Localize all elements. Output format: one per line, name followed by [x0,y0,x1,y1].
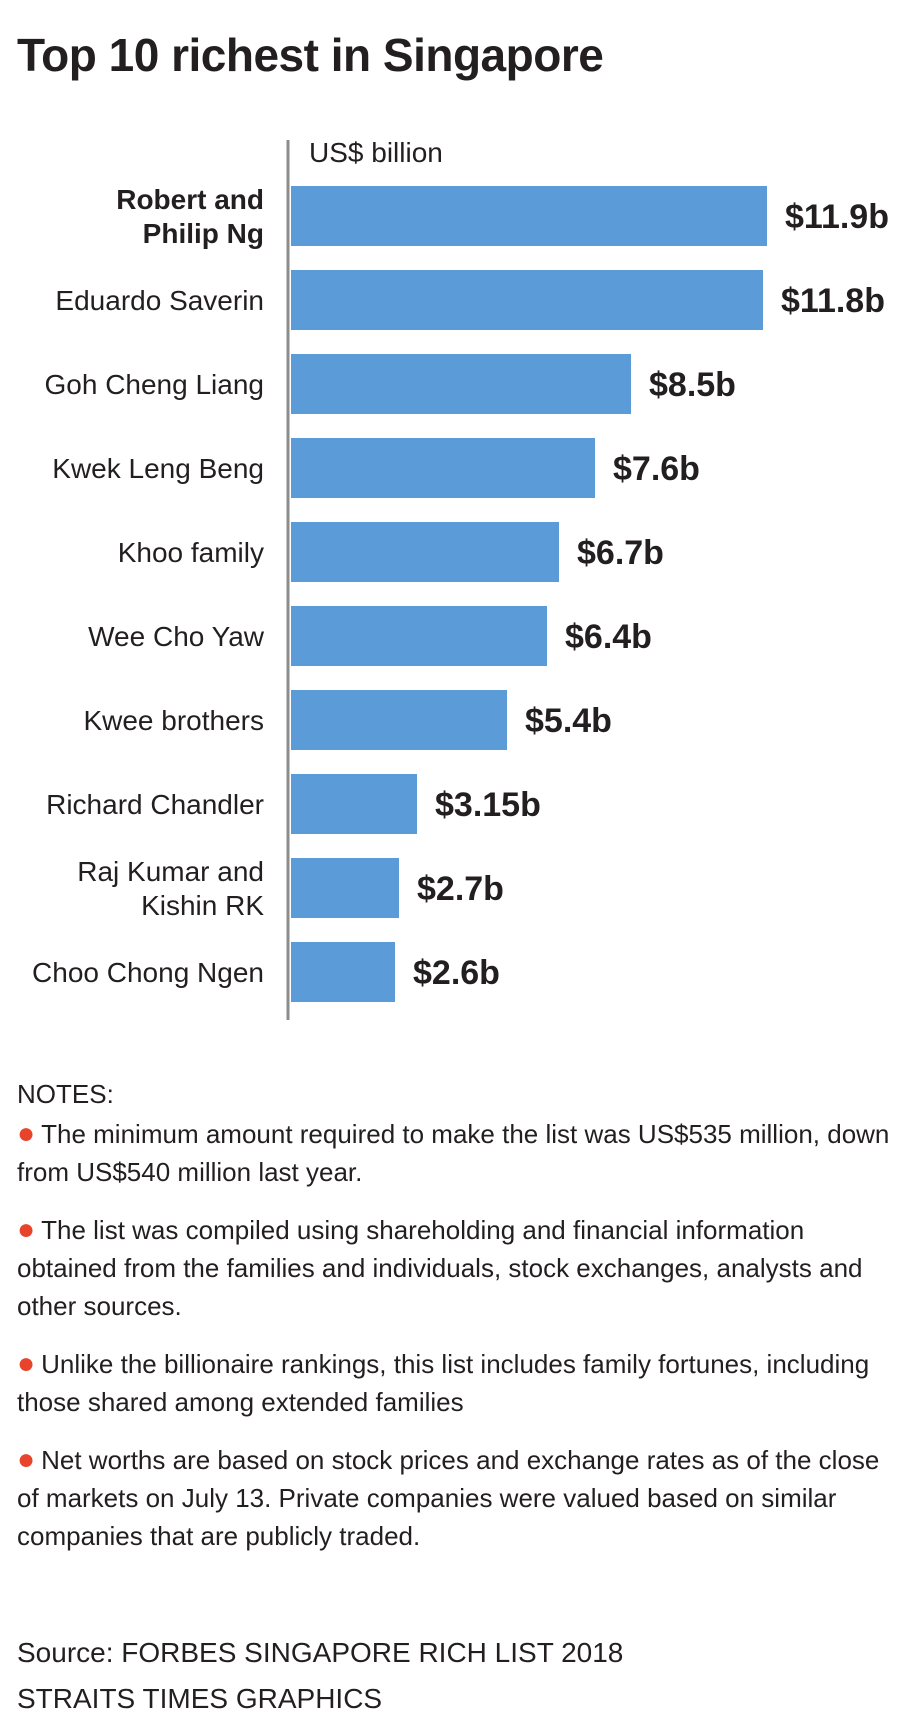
note-item: ● The minimum amount required to make the… [17,1115,907,1191]
note-text: Unlike the billionaire rankings, this li… [17,1349,870,1417]
value-label: $11.8b [781,282,885,320]
bar [291,942,395,1002]
note-text: The list was compiled using shareholding… [17,1215,863,1321]
value-label: $6.7b [577,534,664,572]
note-item: ● Unlike the billionaire rankings, this l… [17,1345,907,1421]
note-item: ● The list was compiled using shareholdin… [17,1211,907,1325]
note-text: The minimum amount required to make the … [17,1119,890,1187]
category-label: Goh Cheng Liang [44,369,264,400]
category-label: Choo Chong Ngen [32,957,264,988]
value-label: $8.5b [649,366,736,404]
bar [291,606,547,666]
value-label: $2.7b [417,870,504,908]
unit-label: US$ billion [309,137,443,168]
bar [291,858,399,918]
note-text: Net worths are based on stock prices and… [17,1445,880,1551]
bullet-icon: ● [17,1213,36,1246]
notes-section: NOTES: ● The minimum amount required to m… [17,1075,907,1575]
bar [291,270,763,330]
bullet-icon: ● [17,1117,36,1150]
bar [291,186,767,246]
bar [291,438,595,498]
value-label: $2.6b [413,954,500,992]
bar [291,522,559,582]
category-label: Wee Cho Yaw [88,621,265,652]
category-label: Khoo family [118,537,264,568]
category-label: Eduardo Saverin [55,285,264,316]
bullet-icon: ● [17,1347,36,1380]
source-credit: Source: FORBES SINGAPORE RICH LIST 2018 … [17,1630,623,1722]
category-label: Kwek Leng Beng [52,453,264,484]
chart-title: Top 10 richest in Singapore [17,29,604,81]
credit-line: STRAITS TIMES GRAPHICS [17,1683,383,1714]
value-label: $3.15b [435,786,541,824]
value-label: $5.4b [525,702,612,740]
category-label: Kwee brothers [83,705,264,736]
notes-heading: NOTES: [17,1079,114,1109]
bar-chart: US$ billion Robert and Philip Ng $11.9b Edu… [32,137,889,1020]
value-label: $6.4b [565,618,652,656]
source-line: Source: FORBES SINGAPORE RICH LIST 2018 [17,1637,624,1668]
bar-rows: Robert and Philip Ng $11.9b Eduardo Saverin… [32,184,889,1002]
bullet-icon: ● [17,1443,36,1476]
note-item: ● Net worths are based on stock prices an… [17,1441,907,1555]
value-label: $11.9b [785,198,889,236]
category-label: Raj Kumar and Kishin RK [77,856,264,921]
category-label: Robert and Philip Ng [116,184,264,249]
bar [291,774,417,834]
category-label: Richard Chandler [46,789,264,820]
bar [291,690,507,750]
bar [291,354,631,414]
value-label: $7.6b [613,450,700,488]
